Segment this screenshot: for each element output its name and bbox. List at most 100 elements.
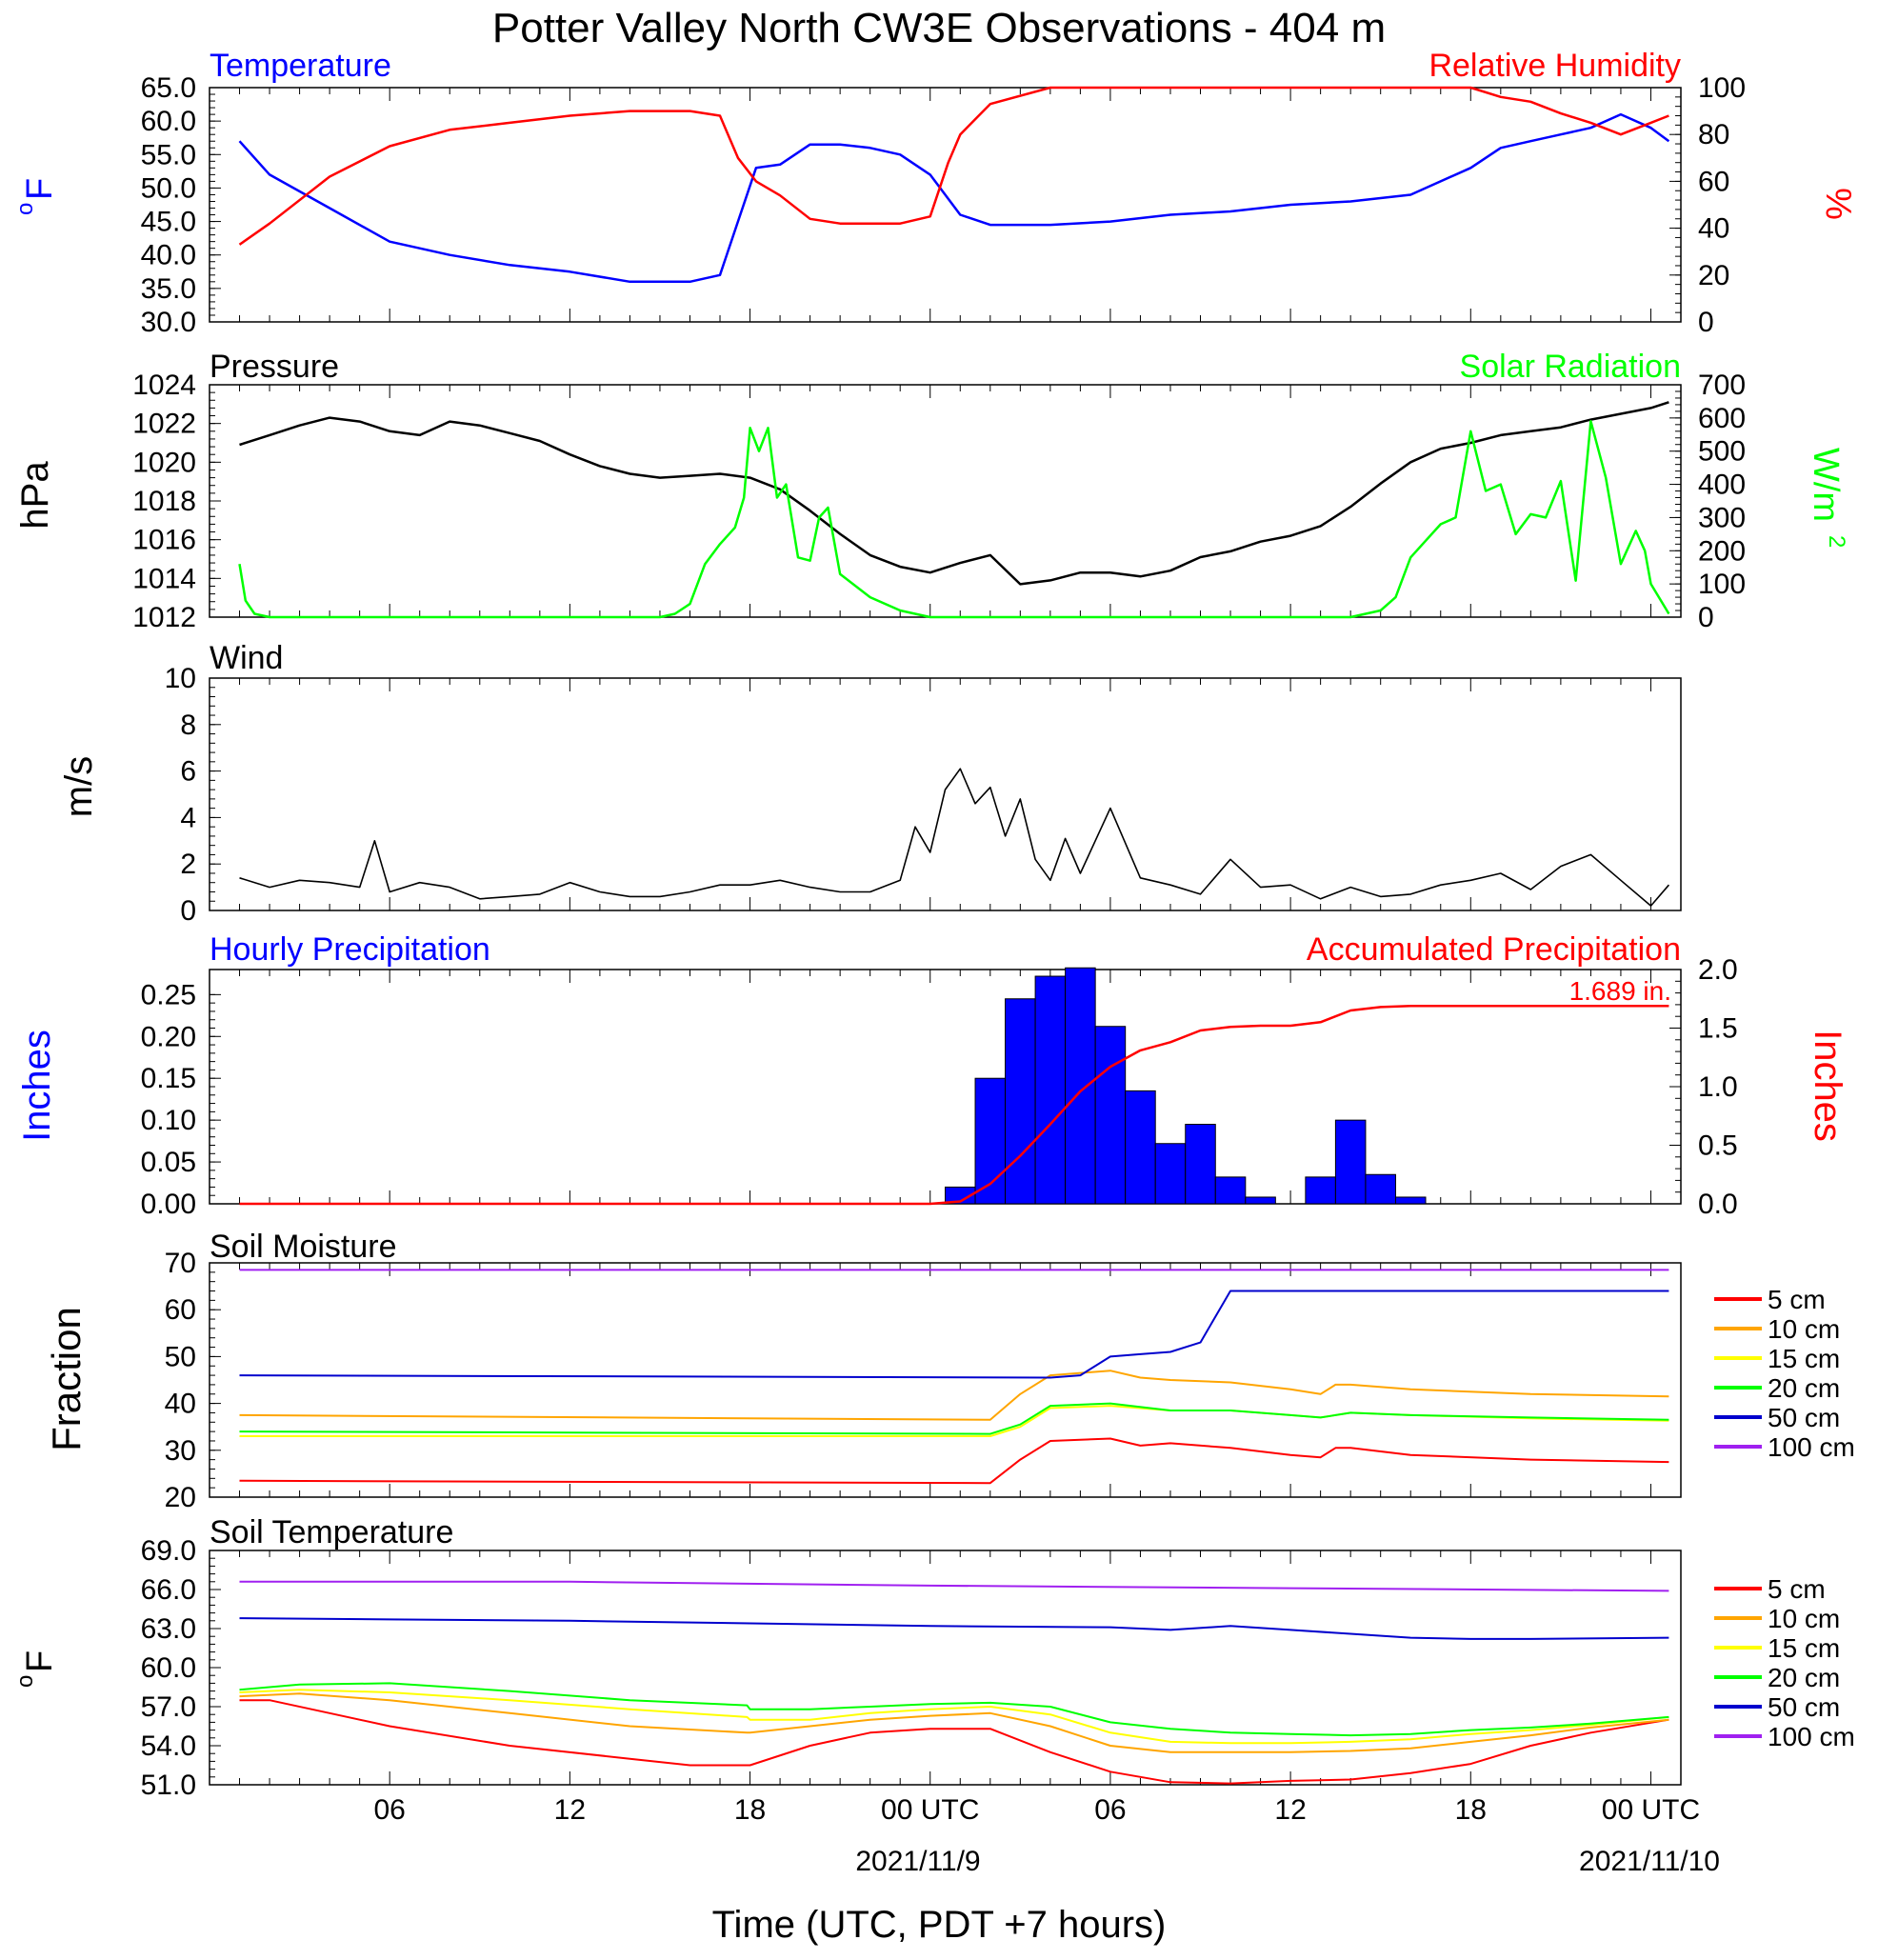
legend-label: 5 cm [1768,1285,1826,1314]
y-tick-label: 57.0 [141,1691,196,1723]
y-tick-label: 300 [1698,502,1746,533]
y-tick-label: 0.00 [141,1189,196,1220]
precip-bar [1365,1173,1396,1205]
y-tick-label: 30.0 [141,307,196,338]
soil-moisture-axis-label: Fraction [44,1307,89,1451]
relative-humidity-title: Relative Humidity [1428,48,1681,84]
soil-line-5cm [239,1437,1669,1485]
y-tick-label: 60.0 [141,106,196,137]
humidity-axis-label: % [1818,188,1858,220]
total-precip-label: 1.689 in. [1569,976,1671,1006]
y-tick-label: 65.0 [141,72,196,104]
y-tick-label: 500 [1698,436,1746,468]
y-tick-label: 0.5 [1698,1130,1738,1162]
legend-label: 15 cm [1768,1633,1840,1663]
y-axis-right-4: 0.0 0.5 1.0 1.5 2.0 [1669,954,1738,1220]
solar-axis-label: W/m 2 [1806,448,1849,548]
y-tick-label: 1020 [132,447,196,478]
x-tick-label: 12 [554,1794,586,1826]
precip-bar [1334,1119,1367,1205]
soil-line-20cm [239,1402,1669,1435]
panel-frame-4 [209,969,1682,1205]
precip-bar [1005,998,1036,1205]
pressure-title: Pressure [210,349,339,385]
y-tick-label: 0.0 [1698,1189,1738,1220]
y-tick-label: 40 [1698,213,1729,245]
soil-line-50cm [239,1617,1669,1640]
y-tick-label: 6 [180,756,196,788]
y-tick-label: 70 [165,1248,196,1279]
y-tick-label: 4 [180,802,196,833]
y-tick-label: 1016 [132,525,196,556]
accum-precip-title: Accumulated Precipitation [1307,931,1681,968]
soil-temp-unit: F [20,1650,60,1672]
humidity-line [238,86,1669,246]
x-tick-label: 18 [1455,1794,1487,1826]
y-tick-label: 51.0 [141,1770,196,1801]
y-tick-label: 0.15 [141,1063,196,1094]
panel-frame-5 [209,1262,1682,1498]
soil-temp-axis-label: o F [12,1650,60,1688]
x-tick-label: 00 UTC [881,1794,979,1826]
y-tick-label: 50.0 [141,172,196,204]
temperature-unit: F [20,178,60,200]
legend-label: 20 cm [1768,1373,1840,1403]
wind-axis-label: m/s [58,756,100,817]
y-tick-label: 1024 [132,370,196,401]
soil-line-10cm [239,1370,1669,1421]
y-tick-label: 55.0 [141,139,196,170]
soil-line-100cm [239,1580,1669,1592]
soil-temp-title: Soil Temperature [210,1514,453,1550]
y-tick-label: 100 [1698,72,1746,104]
y-tick-label: 0.25 [141,979,196,1010]
y-tick-label: 0 [1698,602,1714,633]
soil-line-5cm [239,1699,1669,1785]
temperature-unit-degree: o [12,203,38,215]
y-tick-label: 0 [180,895,196,927]
legend-label: 10 cm [1768,1604,1840,1633]
soil-line-10cm [239,1692,1669,1753]
y-tick-label: 40 [165,1389,196,1420]
y-axis-left-2: 1012 1014 1016 1018 1020 1022 1024 [132,370,221,633]
y-axis-left-4: 0.00 0.05 0.10 0.15 0.20 0.25 [141,979,221,1220]
precip-bar [1214,1176,1247,1205]
y-tick-label: 600 [1698,403,1746,434]
x-axis-title: Time (UTC, PDT +7 hours) [712,1904,1167,1946]
pressure-line [239,401,1669,586]
precip-bar [1154,1143,1187,1205]
precip-bar [1185,1124,1216,1205]
y-tick-label: 69.0 [141,1535,196,1567]
soil-line-50cm [239,1290,1669,1379]
solar-unit: W/m [1806,448,1846,522]
y-axis-left-5: 20 30 40 50 60 70 [165,1248,221,1513]
solar-radiation-line [238,420,1670,619]
precip-bar [1394,1196,1427,1205]
hourly-precip-title: Hourly Precipitation [210,931,490,968]
plots-layer: 30.035.040.045.050.055.060.065.002040608… [132,72,1855,1826]
x-tick-label: 06 [1094,1794,1126,1826]
y-tick-label: 66.0 [141,1574,196,1606]
accum-precip-line [239,1005,1669,1206]
legend-label: 50 cm [1768,1403,1840,1432]
y-axis-left-1: 30.035.040.045.050.055.060.065.0 [141,72,221,338]
precip-right-axis-label: Inches [1807,1030,1848,1142]
panel-frame-3 [209,677,1682,911]
legend-label: 5 cm [1768,1574,1826,1604]
panel-frame-2 [209,384,1682,618]
y-axis-right-1: 0 20 40 60 80 100 [1669,72,1746,338]
y-tick-label: 200 [1698,535,1746,567]
y-tick-label: 35.0 [141,273,196,305]
y-tick-label: 0.10 [141,1105,196,1136]
soil-temp-unit-degree: o [12,1675,38,1688]
soil-line-20cm [239,1682,1669,1737]
precip-bar [1305,1176,1336,1205]
y-tick-label: 60 [1698,166,1729,197]
y-tick-label: 100 [1698,569,1746,600]
y-tick-label: 400 [1698,470,1746,501]
soil-line-15cm [239,1689,1669,1745]
y-tick-label: 1018 [132,486,196,517]
legend-label: 100 cm [1768,1722,1855,1751]
legend-label: 10 cm [1768,1314,1840,1344]
